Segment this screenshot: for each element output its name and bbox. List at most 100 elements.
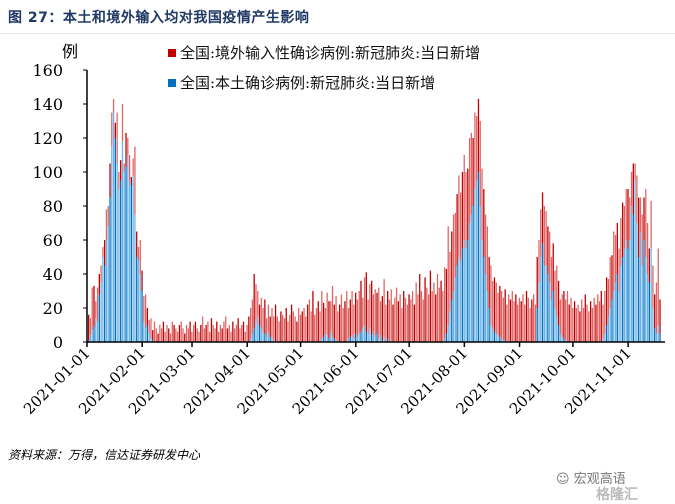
bar-imported: [522, 294, 524, 342]
bar-imported: [136, 231, 138, 257]
bar-local: [152, 340, 154, 342]
bar-local: [333, 338, 335, 342]
bar-imported: [529, 308, 531, 342]
bar-imported: [392, 304, 394, 342]
bar-imported: [230, 331, 232, 342]
bar-local: [602, 338, 604, 342]
bar-imported: [613, 231, 615, 291]
bar-local: [376, 333, 378, 342]
y-tick-label: 100: [32, 163, 63, 182]
bar-imported: [335, 296, 337, 341]
bar-imported: [438, 287, 440, 342]
bar-local: [625, 240, 627, 342]
bar-imported: [116, 112, 118, 164]
bar-imported: [639, 197, 642, 232]
bar-imported: [217, 331, 220, 342]
bar-imported: [193, 325, 195, 342]
y-tick-label: 80: [43, 197, 63, 216]
bar-local: [330, 331, 332, 342]
bar-imported: [447, 226, 449, 325]
bar-imported: [488, 257, 490, 308]
bar-imported: [476, 115, 478, 181]
bar-local: [479, 206, 481, 342]
bar-local: [363, 325, 366, 342]
bar-local: [134, 214, 136, 342]
bar-local: [627, 248, 629, 342]
bar-imported: [242, 321, 245, 342]
bar-local: [483, 257, 485, 342]
bar-imported: [228, 325, 230, 342]
bar-imported: [646, 223, 649, 274]
bar-local: [102, 257, 104, 342]
bar-imported: [415, 282, 417, 342]
bar-local: [390, 340, 392, 342]
watermark-brand: 格隆汇: [596, 487, 638, 503]
y-tick-label: 40: [43, 265, 63, 284]
bar-imported: [333, 304, 335, 339]
bar-local: [461, 248, 464, 342]
bar-imported: [349, 299, 351, 337]
bar-imported: [470, 132, 472, 215]
bar-local: [547, 274, 549, 342]
y-tick-label: 140: [32, 95, 63, 114]
bar-local: [474, 189, 476, 342]
bar-imported: [376, 292, 378, 334]
bar-imported: [289, 314, 291, 342]
bar-imported: [371, 280, 373, 336]
bar-imported: [235, 325, 238, 342]
bar-local: [89, 335, 92, 342]
source-note: 资料来源：万得，信达证券研发中心: [8, 448, 201, 462]
bar-imported: [152, 330, 154, 341]
bar-local: [362, 328, 364, 342]
bar-local: [371, 335, 373, 342]
bar-imported: [93, 285, 95, 327]
bar-local: [447, 325, 449, 342]
bar-imported: [577, 304, 579, 342]
bar-imported: [209, 331, 211, 342]
bar-imported: [497, 292, 499, 336]
bar-imported: [360, 280, 362, 332]
bar-imported: [148, 319, 150, 334]
bar-local: [121, 141, 124, 342]
bar-imported: [89, 318, 92, 336]
bar-imported: [433, 282, 435, 342]
bar-imported: [445, 268, 448, 334]
bar-local: [349, 336, 351, 342]
bar-imported: [351, 291, 353, 336]
bar-imported: [118, 172, 120, 189]
bar-imported: [369, 284, 371, 329]
bar-local: [650, 248, 652, 342]
bar-imported: [91, 287, 93, 331]
bar-imported: [127, 138, 129, 155]
bar-imported: [493, 277, 496, 332]
bar-local: [358, 333, 360, 342]
bar-imported: [310, 311, 312, 342]
bar-local: [132, 175, 134, 342]
bar-imported: [139, 240, 141, 274]
bar-local: [139, 274, 141, 342]
bar-local: [477, 172, 480, 342]
bar-local: [622, 257, 624, 342]
bar-imported: [164, 331, 166, 342]
bar-imported: [185, 325, 188, 342]
bar-imported: [659, 299, 661, 334]
bar-local: [557, 325, 560, 342]
bar-local: [623, 248, 626, 342]
bar-local: [130, 185, 133, 342]
bar-imported: [568, 304, 570, 342]
bar-imported: [630, 172, 633, 206]
bar-imported: [205, 325, 207, 342]
bar-imported: [239, 328, 241, 342]
bar-imported: [248, 316, 250, 342]
wechat-logo-icon: ☺: [556, 472, 574, 487]
bar-imported: [143, 296, 145, 322]
bar-local: [360, 331, 362, 342]
bar-local: [620, 265, 622, 342]
bar-imported: [559, 299, 561, 334]
bar-local: [467, 240, 469, 342]
bar-imported: [191, 331, 193, 342]
bar-imported: [458, 175, 460, 257]
bar-imported: [582, 308, 585, 342]
bar-imported: [198, 331, 200, 342]
bar-imported: [317, 301, 319, 342]
